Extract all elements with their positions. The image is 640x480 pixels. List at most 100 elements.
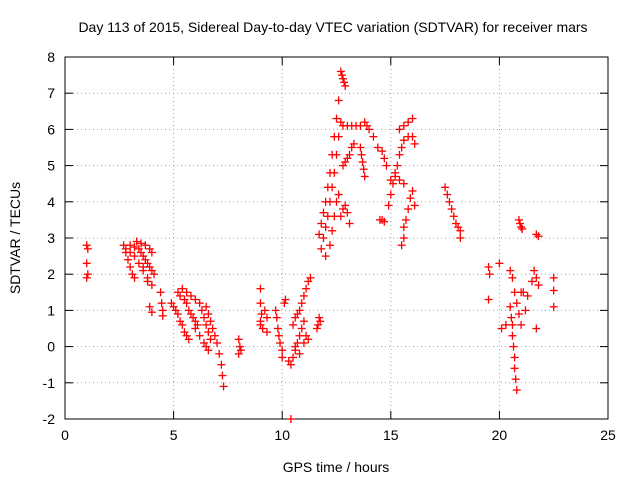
- data-point: [182, 288, 191, 297]
- data-point: [256, 299, 265, 308]
- data-point: [386, 190, 395, 199]
- data-point: [82, 273, 91, 282]
- data-point: [191, 295, 200, 304]
- data-point: [139, 262, 148, 271]
- data-point: [321, 223, 330, 232]
- data-point: [302, 284, 311, 293]
- data-point: [271, 306, 280, 315]
- data-point: [343, 208, 352, 217]
- data-point: [156, 288, 165, 297]
- data-point: [332, 150, 341, 159]
- y-tick-label: 3: [47, 230, 55, 246]
- data-point: [130, 243, 139, 252]
- data-point: [337, 71, 346, 80]
- data-point: [202, 302, 211, 311]
- data-point: [485, 270, 494, 279]
- data-point: [145, 302, 154, 311]
- data-point: [186, 291, 195, 300]
- data-point: [130, 252, 139, 261]
- data-point: [509, 342, 518, 351]
- data-point: [356, 143, 365, 152]
- data-point: [380, 154, 389, 163]
- data-point: [380, 217, 389, 226]
- data-point: [360, 172, 369, 181]
- data-point: [518, 224, 527, 233]
- data-point: [386, 176, 395, 185]
- axis-ticks: 0 5 10 15 20 25 -2 -1 0 1 2 3 4 5 6 7 8: [43, 49, 616, 443]
- data-point: [319, 234, 328, 242]
- data-point: [182, 299, 191, 308]
- data-point: [234, 335, 243, 344]
- data-point: [519, 288, 528, 297]
- data-point: [126, 248, 135, 257]
- data-point: [549, 302, 558, 311]
- data-point: [150, 270, 159, 279]
- data-point: [195, 299, 204, 308]
- data-point: [341, 201, 350, 210]
- data-point: [508, 320, 517, 329]
- data-point: [83, 270, 92, 279]
- data-point: [445, 197, 454, 206]
- data-point: [345, 150, 354, 159]
- data-point: [173, 310, 182, 319]
- data-point: [141, 241, 150, 250]
- data-point: [130, 273, 139, 282]
- data-point: [134, 259, 143, 268]
- data-point: [517, 223, 526, 232]
- data-point: [234, 349, 243, 358]
- data-point: [359, 165, 368, 174]
- x-tick-label: 0: [61, 427, 69, 443]
- data-point: [315, 313, 324, 322]
- data-point: [484, 295, 493, 304]
- y-tick-label: 7: [47, 85, 55, 101]
- data-point: [532, 324, 541, 333]
- data-point: [441, 183, 450, 192]
- data-point: [281, 295, 290, 304]
- data-point: [219, 382, 228, 391]
- y-tick-label: 0: [47, 339, 55, 355]
- data-point: [408, 186, 417, 195]
- data-point: [260, 306, 269, 315]
- data-point: [262, 313, 271, 322]
- data-point: [397, 143, 406, 152]
- data-point: [276, 338, 285, 347]
- y-tick-label: -2: [43, 411, 56, 427]
- data-point: [449, 212, 458, 221]
- data-point: [328, 183, 337, 192]
- data-point: [357, 150, 366, 159]
- data-point: [406, 194, 415, 203]
- data-point: [514, 310, 523, 319]
- data-point: [336, 67, 345, 76]
- data-point: [126, 241, 135, 250]
- data-point: [204, 328, 213, 337]
- data-point: [508, 273, 517, 282]
- data-point: [206, 335, 215, 344]
- data-point: [158, 311, 167, 320]
- data-point: [336, 212, 345, 221]
- data-point: [82, 241, 91, 250]
- data-point: [395, 176, 404, 185]
- data-point: [235, 342, 244, 351]
- data-point: [549, 286, 558, 295]
- x-axis-label: GPS time / hours: [283, 459, 390, 475]
- data-point: [321, 252, 330, 261]
- data-point: [256, 284, 265, 293]
- data-point: [391, 172, 400, 181]
- data-point: [404, 205, 413, 214]
- data-point: [319, 208, 328, 217]
- data-point: [295, 306, 304, 315]
- data-point: [382, 161, 391, 170]
- data-point: [332, 197, 341, 206]
- y-tick-label: 6: [47, 121, 55, 137]
- data-point: [157, 299, 166, 308]
- data-point: [443, 190, 452, 199]
- data-point: [497, 324, 506, 333]
- data-point: [317, 244, 326, 253]
- data-point: [312, 324, 321, 333]
- data-point: [341, 81, 350, 90]
- data-point: [147, 281, 156, 290]
- data-point: [399, 179, 408, 188]
- data-point: [286, 360, 295, 369]
- data-point: [369, 132, 378, 141]
- x-tick-label: 25: [600, 427, 616, 443]
